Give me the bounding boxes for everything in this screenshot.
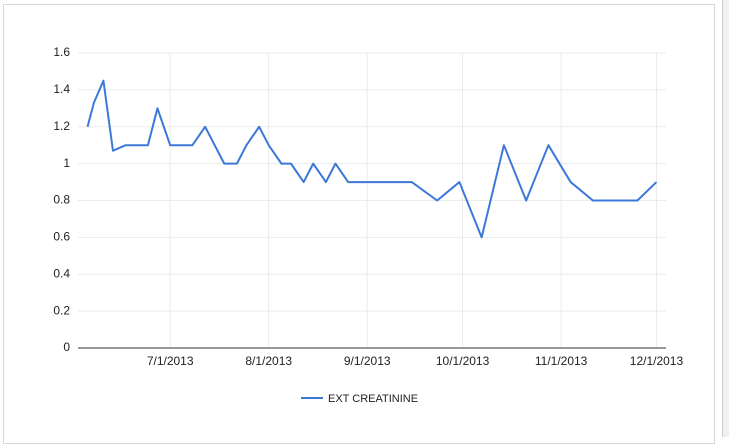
legend-label: EXT CREATININE	[328, 393, 418, 405]
x-tick-label: 7/1/2013	[147, 354, 194, 368]
y-tick-label: 1.6	[53, 45, 70, 59]
y-tick-label: 0.4	[53, 266, 70, 280]
y-tick-label: 0.6	[53, 230, 70, 244]
y-tick-label: 0.2	[53, 303, 70, 317]
data-line	[86, 79, 658, 239]
y-tick-label: 0.8	[53, 193, 70, 207]
x-tick-label: 9/1/2013	[344, 354, 391, 368]
scrollbar	[722, 0, 729, 437]
x-tick-label: 10/1/2013	[436, 354, 490, 368]
y-tick-label: 0	[63, 340, 70, 354]
x-tick-label: 12/1/2013	[630, 354, 684, 368]
y-tick-label: 1.2	[53, 119, 70, 133]
x-tick-label: 8/1/2013	[245, 354, 292, 368]
y-tick-label: 1	[63, 156, 70, 170]
chart: 0 0.2 0.4 0.6 0.8 1 1.2 1.4 1.6 7/1/2013 8/1/2013 9…	[53, 45, 684, 405]
x-tick-label: 11/1/2013	[535, 354, 588, 368]
y-tick-label: 1.4	[53, 82, 70, 96]
